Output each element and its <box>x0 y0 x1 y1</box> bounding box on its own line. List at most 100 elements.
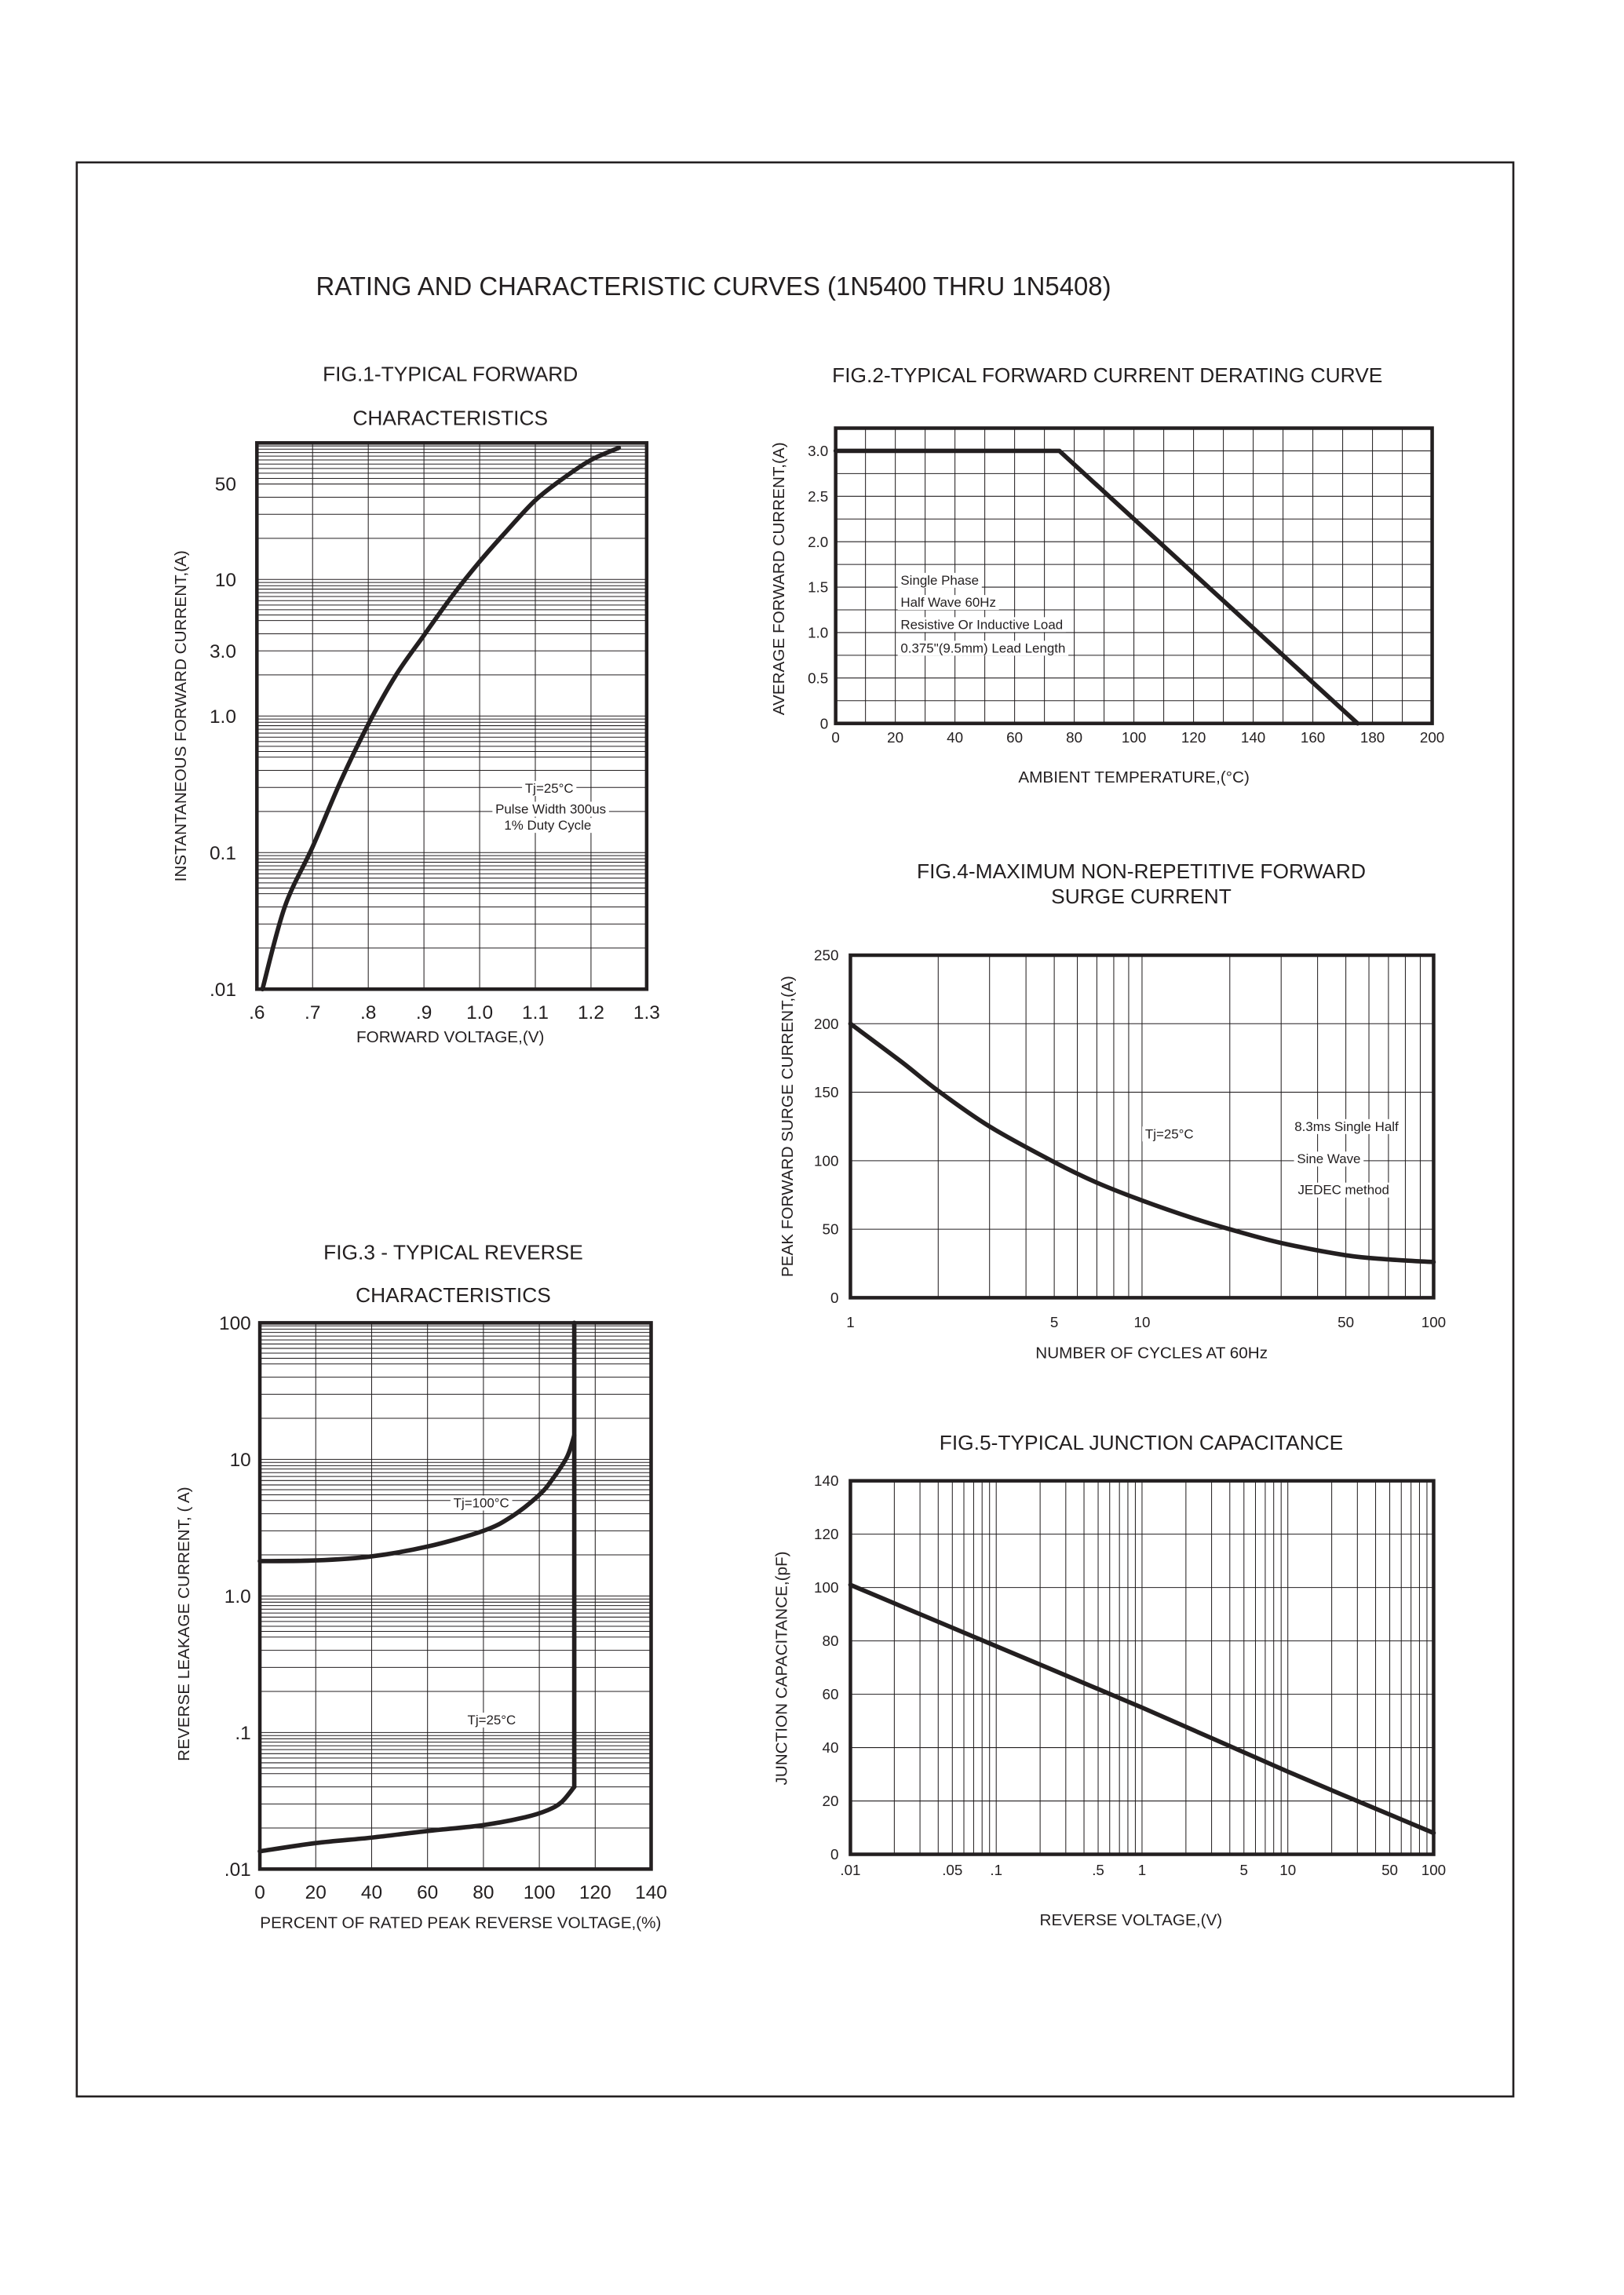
series-curve-1 <box>833 448 1360 726</box>
charts-container: FIG.1-TYPICAL FORWARD CHARACTERISTICS Tj=2… <box>172 362 1446 1932</box>
chart-fig2: FIG.2-TYPICAL FORWARD CURRENT DERATING C… <box>770 363 1444 786</box>
page-title: RATING AND CHARACTERISTIC CURVES (1N5400… <box>316 272 1111 301</box>
y-tick-label: 1.0 <box>210 706 236 728</box>
y-tick-label: 0 <box>830 1846 838 1863</box>
x-tick-label: 180 <box>1360 729 1385 746</box>
y-tick-label: 140 <box>814 1472 838 1489</box>
y-tick-label: 1.0 <box>224 1586 251 1607</box>
y-tick-label: 50 <box>215 474 236 495</box>
y-tick-label: 10 <box>215 570 236 591</box>
y-tick-label: 100 <box>814 1579 838 1596</box>
chart-annotation: Tj=100°C <box>454 1496 509 1511</box>
x-tick-label: 160 <box>1301 729 1325 746</box>
label-background <box>897 640 1069 656</box>
y-tick-label: 50 <box>822 1221 838 1238</box>
x-tick-label: 1.0 <box>466 1002 493 1023</box>
chart-title: CHARACTERISTICS <box>356 1283 551 1307</box>
chart-annotation: 0.375"(9.5mm) Lead Length <box>900 640 1065 655</box>
label-background <box>1294 1182 1392 1198</box>
x-axis-label: NUMBER OF CYCLES AT 60Hz <box>1035 1345 1268 1363</box>
x-tick-label: 20 <box>305 1882 327 1903</box>
y-axis-label: INSTANTANEOUS FORWARD CURRENT,(A) <box>172 550 190 881</box>
x-tick-label: 100 <box>524 1882 556 1903</box>
y-tick-label: 1.0 <box>808 625 828 641</box>
x-tick-label: 5 <box>1240 1862 1248 1878</box>
y-axis-label: JUNCTION CAPACITANCE,(pF) <box>773 1551 791 1785</box>
chart-title: CHARACTERISTICS <box>352 407 548 430</box>
y-tick-label: .01 <box>210 980 236 1001</box>
label-background <box>464 1713 520 1728</box>
chart-annotation: Tj=25°C <box>468 1713 516 1728</box>
x-tick-label: 50 <box>1381 1862 1398 1878</box>
y-tick-label: 1.5 <box>808 579 828 596</box>
chart-annotation: Half Wave 60Hz <box>900 595 996 610</box>
page-border <box>75 161 1515 2098</box>
y-tick-label: 200 <box>814 1016 838 1032</box>
plot-frame <box>257 1321 653 1871</box>
y-tick-label: 100 <box>814 1152 838 1169</box>
label-background <box>492 801 609 817</box>
chart-annotation: Single Phase <box>900 573 979 588</box>
x-tick-label: .1 <box>990 1862 1002 1878</box>
label-background <box>1142 1126 1197 1142</box>
x-tick-label: 80 <box>473 1882 494 1903</box>
y-tick-label: 0.1 <box>210 843 236 864</box>
series-curve-1 <box>848 1582 1436 1836</box>
y-tick-label: 20 <box>822 1793 838 1809</box>
label-background <box>450 1495 513 1511</box>
y-tick-label: 60 <box>822 1686 838 1702</box>
chart-annotation: Tj=25°C <box>525 781 574 796</box>
series-curve-2 <box>257 1784 577 1854</box>
chart-title: FIG.3 - TYPICAL REVERSE <box>323 1240 583 1264</box>
label-background <box>897 617 1066 633</box>
y-tick-label: 0 <box>820 715 828 732</box>
chart-title: FIG.4-MAXIMUM NON-REPETITIVE FORWARD <box>917 859 1366 883</box>
chart-title: FIG.2-TYPICAL FORWARD CURRENT DERATING C… <box>832 363 1382 387</box>
x-tick-label: 1.3 <box>633 1002 660 1023</box>
x-tick-label: .6 <box>249 1002 265 1023</box>
x-tick-label: 0 <box>254 1882 265 1903</box>
y-tick-label: .01 <box>224 1859 251 1881</box>
x-tick-label: 140 <box>635 1882 667 1903</box>
x-tick-label: 1.2 <box>578 1002 604 1023</box>
x-tick-label: 5 <box>1050 1314 1058 1330</box>
x-tick-label: 1 <box>1138 1862 1146 1878</box>
y-tick-label: 0.5 <box>808 670 828 686</box>
y-tick-label: 150 <box>814 1084 838 1100</box>
x-tick-label: .05 <box>942 1862 962 1878</box>
plot-frame <box>255 441 649 991</box>
chart-annotation: JEDEC method <box>1297 1183 1389 1198</box>
gridlines <box>260 1323 651 1870</box>
x-tick-label: 10 <box>1133 1314 1150 1330</box>
x-tick-label: 10 <box>1279 1862 1296 1878</box>
x-tick-label: 140 <box>1241 729 1265 746</box>
x-axis-label: AMBIENT TEMPERATURE,(°C) <box>1018 768 1249 786</box>
chart-annotation: Sine Wave <box>1297 1151 1360 1166</box>
y-tick-label: 2.0 <box>808 534 828 550</box>
x-axis-label: REVERSE VOLTAGE,(V) <box>1040 1911 1223 1929</box>
y-tick-label: 80 <box>822 1633 838 1649</box>
x-tick-label: .8 <box>360 1002 376 1023</box>
chart-annotation: 1% Duty Cycle <box>504 818 591 833</box>
x-tick-label: 80 <box>1066 729 1082 746</box>
y-tick-label: .1 <box>235 1723 250 1744</box>
plot-frame <box>834 426 1434 725</box>
x-tick-label: 1 <box>846 1314 854 1330</box>
y-tick-label: 250 <box>814 947 838 964</box>
x-tick-label: .9 <box>416 1002 432 1023</box>
chart-fig1: FIG.1-TYPICAL FORWARD CHARACTERISTICS Tj=2… <box>172 362 660 1046</box>
label-background <box>1291 1118 1402 1134</box>
chart-annotation: 8.3ms Single Half <box>1294 1119 1399 1134</box>
y-tick-label: 40 <box>822 1739 838 1756</box>
x-tick-label: 60 <box>417 1882 438 1903</box>
chart-title: FIG.5-TYPICAL JUNCTION CAPACITANCE <box>940 1431 1343 1454</box>
x-axis-label: PERCENT OF RATED PEAK REVERSE VOLTAGE,(%… <box>260 1914 661 1932</box>
y-tick-label: 120 <box>814 1526 838 1542</box>
x-tick-label: 40 <box>947 729 963 746</box>
chart-fig5: FIG.5-TYPICAL JUNCTION CAPACITANCE .01 .05… <box>773 1431 1447 1929</box>
chart-fig4: FIG.4-MAXIMUM NON-REPETITIVE FORWARDSURG… <box>779 859 1446 1362</box>
label-background <box>501 818 595 834</box>
chart-annotation: Tj=25°C <box>1145 1126 1194 1141</box>
series-curve-1 <box>260 445 622 992</box>
chart-title: SURGE CURRENT <box>1051 885 1232 908</box>
